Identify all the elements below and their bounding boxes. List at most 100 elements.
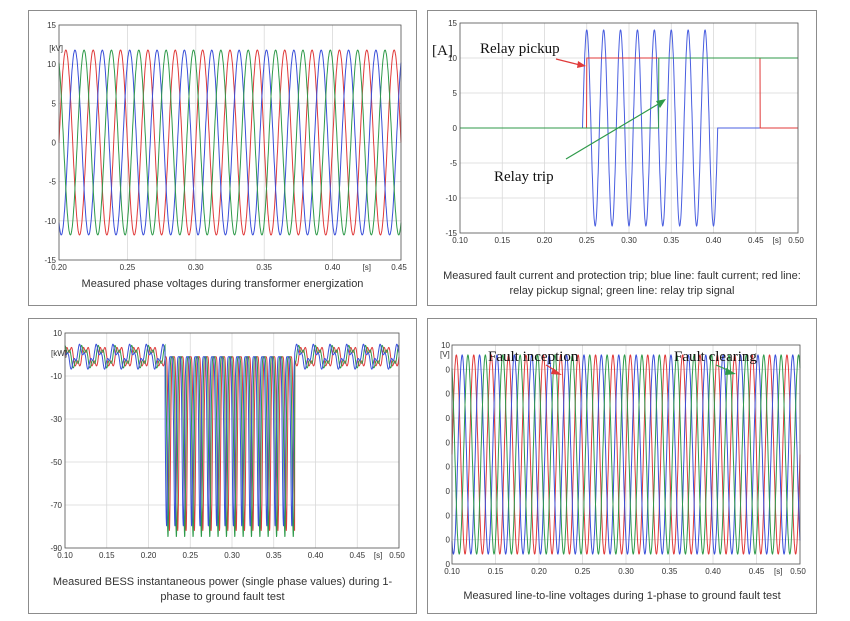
y-tick-label: 10: [47, 60, 56, 69]
x-axis: 0.20 0.25 0.30 0.35 0.40 0.45 [s]: [51, 263, 407, 272]
series-line: [460, 57, 798, 129]
series-group: [451, 354, 801, 555]
fault-current-chart: 0.10 0.15 0.20 0.25 0.30 0.35 0.40 0.45 0.50 [s] 1…: [432, 19, 804, 245]
y-tick-label: -70: [50, 501, 62, 510]
series-line: [451, 354, 801, 555]
y-tick-label: -10: [50, 372, 62, 381]
x-tick-label: 0.50: [790, 567, 806, 576]
y-tick-label: -10: [44, 217, 56, 226]
x-tick-label: 0.50: [389, 551, 405, 560]
y-tick-label: 10: [53, 329, 62, 338]
chart-panel-fault-current: 0.10 0.15 0.20 0.25 0.30 0.35 0.40 0.45 0.50 [s] 1…: [427, 10, 817, 306]
x-tick-label: 0.25: [182, 551, 198, 560]
y-tick-label: -90: [50, 544, 62, 553]
x-tick-label: 0.20: [51, 263, 67, 272]
x-axis: 0.10 0.15 0.20 0.25 0.30 0.35 0.40 0.45 0.50 [s]: [444, 567, 806, 576]
y-axis: 15 10 5 0 -5 -10 -15: [44, 21, 56, 265]
y-axis: 10 0 0 0 0 0 0 0 0 0: [441, 341, 450, 569]
x-tick-label: 0.45: [349, 551, 365, 560]
series-line: [58, 49, 402, 236]
line-voltages-chart: 0.10 0.15 0.20 0.25 0.30 0.35 0.40 0.45 0.50 [s] 1…: [440, 341, 806, 576]
x-axis-label: [s]: [773, 236, 781, 245]
y-tick-label: -5: [49, 178, 57, 187]
x-tick-label: 0.25: [579, 236, 595, 245]
x-tick-label: 0.45: [749, 567, 765, 576]
y-tick-label: 0: [446, 560, 451, 569]
x-tick-label: 0.45: [391, 263, 407, 272]
y-axis-label: [V]: [440, 350, 450, 359]
fault-clearing-arrowhead: [725, 368, 736, 375]
x-tick-label: 0.35: [662, 567, 678, 576]
y-tick-label: 0: [52, 139, 57, 148]
y-axis: 10 -10 -30 -50 -70 -90: [50, 329, 62, 553]
phase-voltages-chart: 0.20 0.25 0.30 0.35 0.40 0.45 [s] 15 10 5 0 -5 -10 -1…: [44, 21, 407, 272]
x-tick-label: 0.10: [452, 236, 468, 245]
y-tick-label: -10: [445, 194, 457, 203]
y-axis-label: [A]: [432, 43, 453, 59]
x-axis-label: [s]: [774, 567, 782, 576]
x-tick-label: 0.35: [256, 263, 272, 272]
relay-trip-arrow: [565, 102, 661, 160]
x-tick-label: 0.30: [224, 551, 240, 560]
x-axis-label: [s]: [374, 551, 382, 560]
y-tick-label: -15: [445, 229, 457, 238]
chart-caption: Measured phase voltages during transform…: [81, 278, 364, 290]
y-tick-label: 15: [47, 21, 56, 30]
bess-power-chart: 0.10 0.15 0.20 0.25 0.30 0.35 0.40 0.45 0.50 [s] 1…: [50, 329, 405, 560]
chart-panel-bess-power: 0.10 0.15 0.20 0.25 0.30 0.35 0.40 0.45 0.50 [s] 1…: [28, 318, 417, 614]
grid: [58, 24, 402, 261]
y-tick-label: 0: [446, 390, 451, 399]
y-tick-label: -30: [50, 415, 62, 424]
plot-frame: [451, 344, 801, 565]
y-tick-label: 0: [446, 536, 451, 545]
y-tick-label: -15: [44, 256, 56, 265]
y-tick-label: 10: [441, 341, 450, 350]
series-group: [64, 343, 400, 537]
annotation-relay-pickup: Relay pickup: [480, 41, 560, 57]
x-tick-label: 0.40: [325, 263, 341, 272]
plot-frame: [58, 24, 402, 261]
x-tick-label: 0.15: [494, 236, 510, 245]
x-tick-label: 0.45: [748, 236, 764, 245]
x-tick-label: 0.15: [99, 551, 115, 560]
chart-caption: Measured BESS instantaneous power (singl…: [52, 576, 393, 603]
relay-pickup-arrowhead: [577, 61, 586, 68]
y-tick-label: 15: [448, 19, 457, 28]
x-tick-label: 0.30: [618, 567, 634, 576]
y-tick-label: 5: [453, 89, 458, 98]
chart-panel-line-voltages: 0.10 0.15 0.20 0.25 0.30 0.35 0.40 0.45 0.50 [s] 1…: [427, 318, 817, 614]
annotation-fault-clearing: Fault clearing: [674, 349, 757, 365]
y-tick-label: -50: [50, 458, 62, 467]
series-line: [451, 354, 801, 555]
annotation-relay-trip: Relay trip: [494, 169, 554, 185]
y-axis-label: [kV]: [49, 44, 63, 53]
relay-pickup-arrow: [555, 58, 581, 66]
x-tick-label: 0.25: [575, 567, 591, 576]
chart-caption: Measured fault current and protection tr…: [443, 270, 801, 297]
y-tick-label: 0: [446, 463, 451, 472]
chart-caption: Measured line-to-line voltages during 1-…: [463, 590, 781, 602]
series-group: [58, 49, 402, 236]
series-group: [460, 29, 798, 227]
plot-frame: [459, 22, 799, 234]
x-tick-label: 0.20: [531, 567, 547, 576]
x-axis: 0.10 0.15 0.20 0.25 0.30 0.35 0.40 0.45 0.50 [s]: [57, 551, 405, 560]
chart-panel-phase-voltages: 0.20 0.25 0.30 0.35 0.40 0.45 [s] 15 10 5 0 -5 -10 -1…: [28, 10, 417, 306]
plot-frame: [64, 332, 400, 549]
annotation-fault-inception: Fault inception: [488, 349, 579, 365]
y-tick-label: 5: [52, 99, 57, 108]
x-tick-label: 0.25: [120, 263, 136, 272]
y-tick-label: -5: [450, 159, 458, 168]
x-tick-label: 0.10: [444, 567, 460, 576]
x-tick-label: 0.35: [266, 551, 282, 560]
x-tick-label: 0.35: [663, 236, 679, 245]
x-tick-label: 0.40: [308, 551, 324, 560]
y-tick-label: 0: [453, 124, 458, 133]
x-tick-label: 0.40: [705, 567, 721, 576]
y-tick-label: 0: [446, 414, 451, 423]
x-axis: 0.10 0.15 0.20 0.25 0.30 0.35 0.40 0.45 0.50 [s]: [452, 236, 804, 245]
x-tick-label: 0.30: [188, 263, 204, 272]
y-tick-label: 10: [448, 54, 457, 63]
y-axis-label: [kW]: [51, 349, 67, 358]
y-tick-label: 0: [446, 487, 451, 496]
